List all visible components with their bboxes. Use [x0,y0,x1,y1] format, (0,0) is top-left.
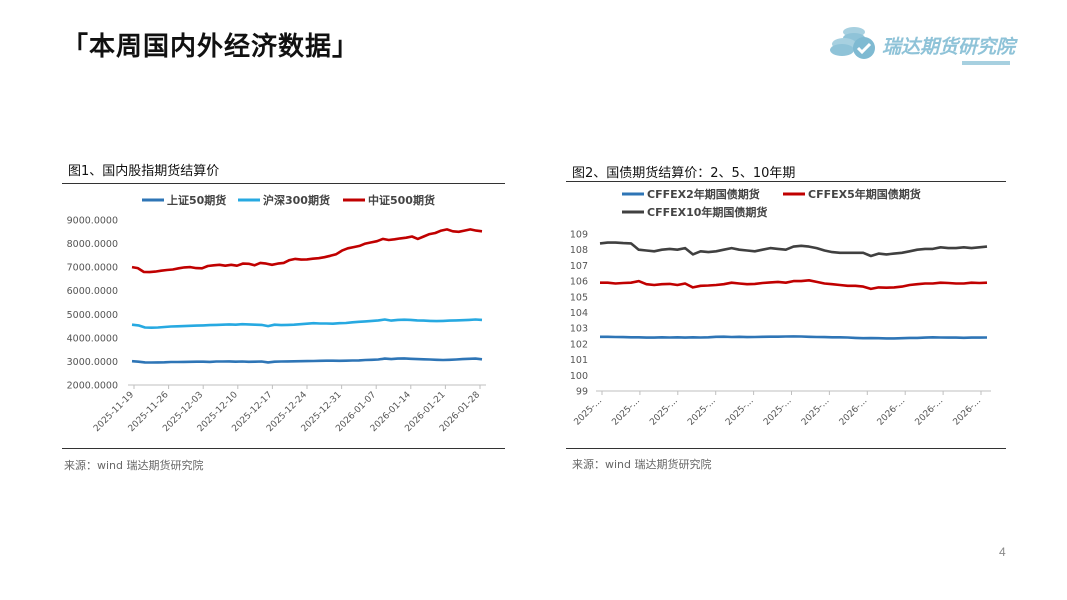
legend-label: CFFEX5年期国债期货 [808,187,921,201]
figure2-title: 图2、国债期货结算价：2、5、10年期 [572,166,796,181]
y-tick-label: 105 [570,292,588,303]
legend-label: 沪深300期货 [263,193,330,207]
logo-text: 瑞达期货研究院 [882,36,1016,58]
x-tick-label: 2026-... [876,396,908,428]
y-tick-label: 109 [570,230,588,241]
y-tick-label: 5000.0000 [67,310,118,321]
y-tick-label: 8000.0000 [67,239,118,250]
legend-item-2: CFFEX5年期国债期货 [783,187,921,201]
series-line-3 [599,241,988,258]
y-tick-label: 7000.0000 [67,263,118,274]
legend-item-3: CFFEX10年期国债期货 [622,205,767,219]
figure2-chart: CFFEX2年期国债期货 CFFEX5年期国债期货 CFFEX10年期国债期货 99 1… [570,187,991,428]
y-tick-label: 100 [570,371,588,382]
y-tick-label: 107 [570,261,588,272]
y-tick-label: 9000.0000 [67,216,118,227]
x-tick-label: 2026-... [838,396,870,428]
series-line-1 [131,357,483,364]
legend-label: CFFEX2年期国债期货 [647,187,760,201]
coins-icon [830,27,875,59]
y-tick-label: 108 [570,245,588,256]
y-tick-label: 104 [570,308,588,319]
series-line-2 [600,279,988,291]
legend-label: 中证500期货 [368,193,435,207]
series-line-3 [131,228,483,274]
figure1-top-rule [62,183,505,184]
series-line-2 [131,318,483,329]
y-tick-label: 4000.0000 [67,333,118,344]
y-tick-label: 103 [570,324,588,335]
legend-item-2: 沪深300期货 [238,193,330,207]
x-tick-label: 2025-... [572,396,604,428]
x-tick-label: 2025-... [762,396,794,428]
legend-item-1: CFFEX2年期国债期货 [622,187,760,201]
x-tick-label: 2026-... [914,396,946,428]
y-tick-label: 106 [570,277,588,288]
series-line-1 [600,335,988,340]
x-tick-label: 2025-... [724,396,756,428]
page-number: 4 [999,545,1006,559]
x-tick-label: 2025-... [648,396,680,428]
legend-item-1: 上证50期货 [142,193,226,207]
page-title: 「本周国内外经济数据」 [62,32,360,62]
figure1-bottom-rule [62,448,505,449]
y-tick-label: 3000.0000 [67,357,118,368]
figure2-top-rule [566,181,1006,182]
legend-label: 上证50期货 [167,193,226,207]
y-tick-label: 99 [576,387,588,398]
y-tick-label: 2000.0000 [67,381,118,392]
figure1-title: 图1、国内股指期货结算价 [68,164,220,179]
figure1-source: 来源：wind 瑞达期货研究院 [64,459,204,472]
x-tick-label: 2025-... [686,396,718,428]
figure1-chart: 上证50期货 沪深300期货 中证500期货 2000.0000 3000.0000 40… [67,193,486,434]
y-tick-label: 101 [570,355,588,366]
y-tick-label: 102 [570,339,588,350]
logo-underline [962,61,1010,65]
figure2-source: 来源：wind 瑞达期货研究院 [572,458,712,471]
legend-item-3: 中证500期货 [343,193,435,207]
y-tick-label: 6000.0000 [67,286,118,297]
x-tick-label: 2025-... [800,396,832,428]
legend-label: CFFEX10年期国债期货 [647,205,767,219]
x-tick-label: 2026-... [951,396,983,428]
figure2-bottom-rule [566,448,1006,449]
x-tick-label: 2025-... [610,396,642,428]
logo: 瑞达期货研究院 [826,22,1016,70]
